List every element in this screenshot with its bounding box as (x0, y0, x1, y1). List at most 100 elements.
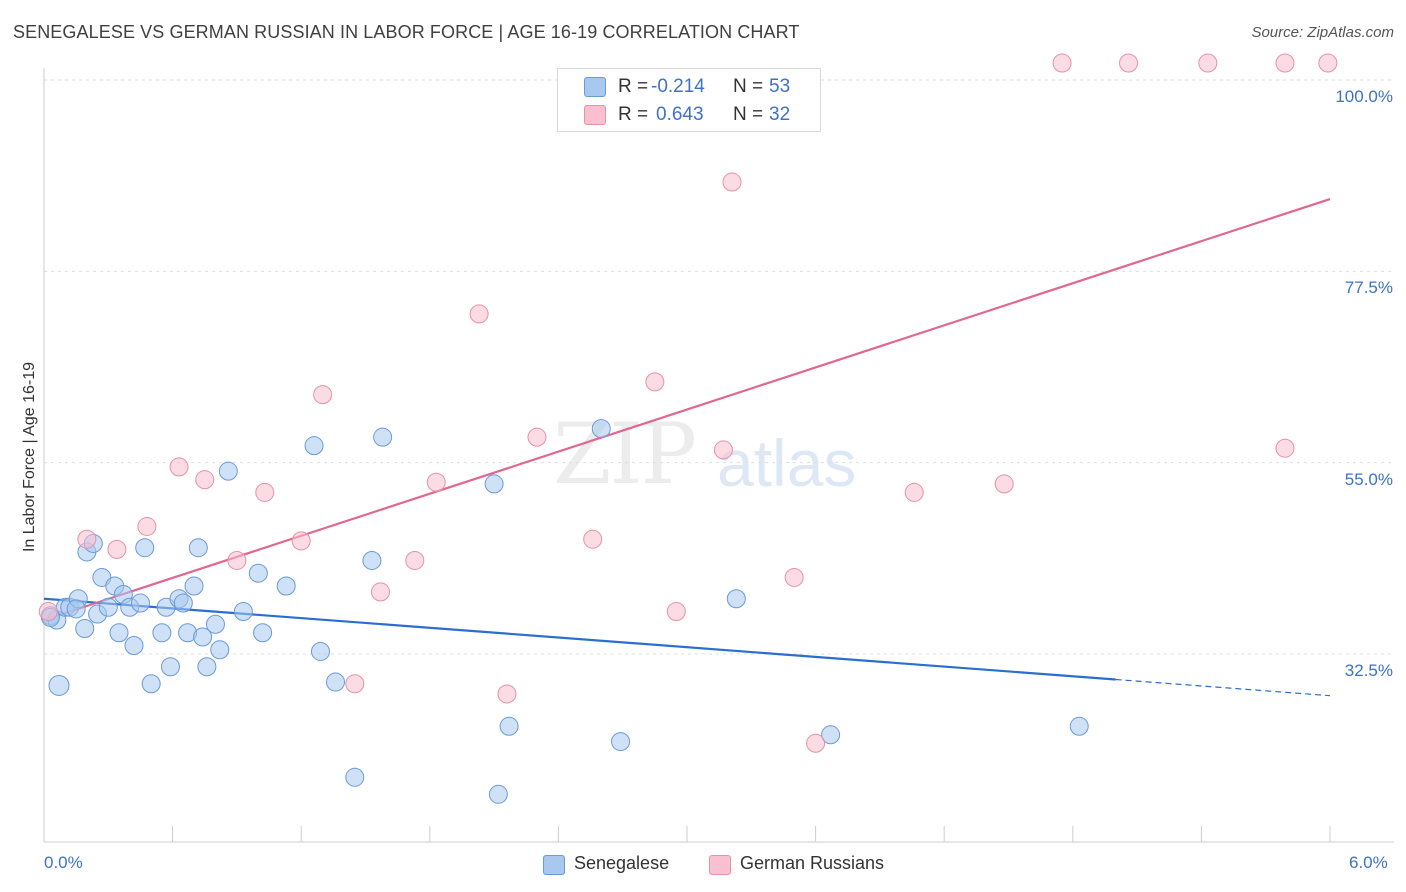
point-0-44 (499, 716, 519, 736)
point-0-40 (362, 550, 382, 570)
gridlines (44, 79, 1394, 655)
data-points (38, 53, 1338, 804)
point-0-37 (310, 641, 330, 661)
x-tick-label-max: 6.0% (1349, 853, 1388, 872)
point-0-25 (184, 576, 204, 596)
point-1-8 (291, 531, 311, 551)
trend-line-0 (43, 597, 1116, 681)
point-0-48 (821, 725, 841, 745)
point-0-19 (152, 623, 172, 643)
point-1-28 (1198, 53, 1218, 73)
point-0-36 (304, 436, 324, 456)
point-0-46 (611, 732, 631, 752)
axes (43, 68, 1394, 843)
series-german-russians (38, 53, 1338, 753)
point-1-26 (1052, 53, 1072, 73)
y-tick-label-3: 100.0% (1335, 87, 1393, 106)
point-0-18 (141, 674, 161, 694)
point-1-11 (371, 582, 391, 602)
point-0-23 (173, 593, 193, 613)
legend-n-label-1: N = (733, 76, 764, 97)
bottom-legend-german-russians: German Russians (740, 853, 885, 873)
point-1-17 (583, 529, 603, 549)
x-tick-label-min: 0.0% (44, 853, 83, 872)
point-1-10 (345, 674, 365, 694)
point-1-0 (38, 601, 58, 621)
legend-n-value-2: 32 (769, 104, 791, 125)
point-0-35 (276, 576, 296, 596)
point-0-38 (325, 672, 345, 692)
point-1-16 (527, 427, 547, 447)
point-1-12 (405, 550, 425, 570)
point-1-27 (1119, 53, 1139, 73)
point-1-6 (227, 550, 247, 570)
point-1-9 (313, 385, 333, 405)
point-1-25 (994, 474, 1014, 494)
trend-lines (43, 198, 1331, 697)
correlation-legend: R = -0.214 N = 53 R = 0.643 N = 32 (557, 68, 821, 132)
point-1-30 (1275, 53, 1295, 73)
point-1-24 (904, 482, 924, 502)
point-0-34 (253, 623, 273, 643)
point-1-2 (107, 539, 127, 559)
point-0-41 (373, 427, 393, 447)
bottom-legend-senegalese: Senegalese (574, 853, 670, 873)
bottom-legend-swatch-german-russians (709, 855, 731, 875)
point-1-29 (1275, 438, 1295, 458)
point-0-29 (205, 614, 225, 634)
point-0-21 (160, 657, 180, 677)
bottom-legend-swatch-senegalese (543, 855, 565, 875)
point-0-33 (248, 563, 268, 583)
point-0-45 (591, 419, 611, 439)
legend-r-label-1: R = (618, 76, 649, 97)
watermark-zip: ZIP (553, 405, 697, 503)
legend-n-label-2: N = (733, 104, 764, 125)
point-0-32 (233, 601, 253, 621)
point-1-21 (722, 172, 742, 192)
point-1-18 (645, 372, 665, 392)
point-0-27 (193, 627, 213, 647)
point-0-10 (98, 597, 118, 617)
point-0-5 (75, 618, 95, 638)
point-0-30 (210, 640, 230, 660)
point-1-19 (666, 601, 686, 621)
legend-n-value-1: 53 (769, 76, 791, 97)
point-1-22 (784, 567, 804, 587)
point-0-50 (48, 674, 70, 696)
series-senegalese (40, 419, 1089, 804)
point-1-3 (137, 516, 157, 536)
legend-r-value-2: 0.643 (656, 104, 704, 125)
point-0-47 (726, 589, 746, 609)
point-1-13 (426, 472, 446, 492)
trend-line-1 (43, 198, 1331, 622)
y-axis-label: In Labor Force | Age 16-19 (21, 361, 38, 553)
y-tick-label-1: 55.0% (1344, 469, 1393, 489)
point-1-23 (806, 733, 826, 753)
point-0-42 (484, 474, 504, 494)
y-tick-label-2: 77.5% (1344, 278, 1393, 298)
y-tick-label-0: 32.5% (1344, 661, 1393, 680)
point-1-4 (169, 457, 189, 477)
point-0-26 (188, 538, 208, 558)
legend-r-value-1: -0.214 (651, 76, 705, 97)
point-1-1 (77, 529, 97, 549)
point-0-15 (124, 635, 144, 655)
point-1-5 (195, 470, 215, 490)
chart-title: SENEGALESE VS GERMAN RUSSIAN IN LABOR FO… (13, 22, 800, 42)
point-0-17 (135, 538, 155, 558)
point-1-31 (1318, 53, 1338, 73)
point-1-7 (255, 482, 275, 502)
point-0-52 (66, 599, 86, 619)
point-0-12 (109, 623, 129, 643)
point-1-15 (497, 684, 517, 704)
point-0-39 (345, 767, 365, 787)
point-1-14 (469, 304, 489, 324)
point-0-28 (197, 657, 217, 677)
point-0-16 (130, 593, 150, 613)
point-1-20 (713, 440, 733, 460)
legend-swatch-senegalese (584, 77, 606, 97)
legend-r-label-2: R = (618, 104, 649, 125)
point-0-49 (1069, 716, 1089, 736)
point-0-43 (488, 784, 508, 804)
